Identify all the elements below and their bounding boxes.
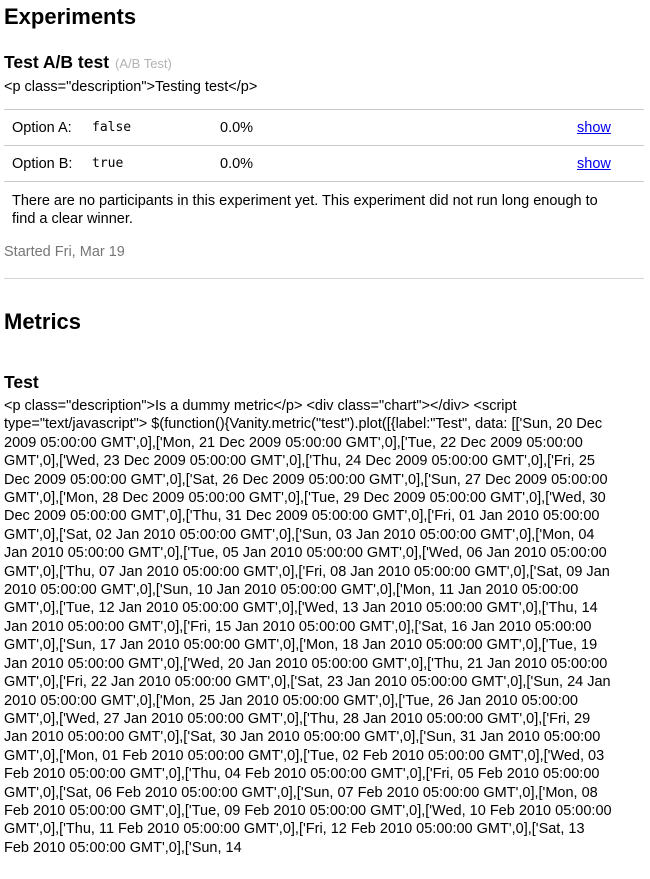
option-row-b: Option B: true 0.0% show — [4, 145, 644, 182]
experiment-summary: There are no participants in this experi… — [12, 193, 598, 227]
option-show-cell: show — [577, 145, 644, 182]
option-value: false — [92, 109, 220, 146]
experiment-section: Test A/B test (A/B Test) <p class="descri… — [4, 50, 646, 279]
option-show-cell: show — [577, 109, 644, 146]
section-divider — [4, 278, 644, 279]
experiment-type: (A/B Test) — [115, 56, 172, 71]
experiment-description: <p class="description">Testing test</p> — [4, 79, 258, 95]
option-percent: 0.0% — [220, 145, 577, 182]
option-row-a: Option A: false 0.0% show — [4, 109, 644, 146]
option-label: Option A: — [4, 109, 92, 146]
experiment-name: Test A/B test — [4, 52, 110, 72]
option-percent: 0.0% — [220, 109, 577, 146]
metric-item: Test <p class="description">Is a dummy m… — [4, 371, 646, 857]
show-link-option-a[interactable]: show — [577, 119, 611, 136]
metrics-heading: Metrics — [4, 309, 82, 334]
page-title: Experiments — [4, 4, 137, 29]
page: Experiments Test A/B test (A/B Test) <p c… — [4, 4, 646, 857]
metric-title: Test — [4, 372, 39, 392]
option-value: true — [92, 145, 220, 182]
metric-raw-content: <p class="description">Is a dummy metric… — [4, 398, 612, 856]
experiment-started: Started Fri, Mar 19 — [4, 244, 125, 260]
options-table: Option A: false 0.0% show Option B: true… — [4, 109, 644, 182]
option-label: Option B: — [4, 145, 92, 182]
show-link-option-b[interactable]: show — [577, 155, 611, 172]
experiment-title: Test A/B test (A/B Test) — [4, 50, 646, 74]
